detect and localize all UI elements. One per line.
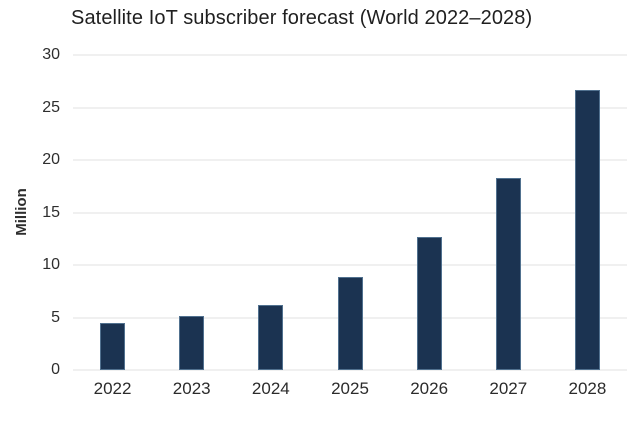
gridline-10 <box>73 264 627 266</box>
bar-2026 <box>416 236 442 370</box>
y-tick-label-10: 10 <box>42 256 60 273</box>
x-tick-label-2025: 2025 <box>331 379 369 398</box>
y-tick-label-25: 25 <box>42 98 60 116</box>
gridline-0 <box>73 369 627 371</box>
bar-2025 <box>337 276 363 370</box>
x-tick-label-2028: 2028 <box>568 379 607 398</box>
bar-2027 <box>495 177 521 370</box>
x-tick-label-2023: 2023 <box>172 379 211 398</box>
bar-2024 <box>258 304 284 370</box>
plot-area <box>73 54 627 371</box>
chart-title: Satellite IoT subscriber forecast (World… <box>71 7 533 29</box>
y-tick-label-15: 15 <box>42 203 60 221</box>
y-tick-label-20: 20 <box>42 151 60 168</box>
bar-2022 <box>100 322 126 370</box>
y-tick-label-30: 30 <box>42 46 60 63</box>
x-tick-label-2027: 2027 <box>489 379 528 398</box>
y-tick-label-0: 0 <box>51 361 60 378</box>
gridline-15 <box>73 211 627 214</box>
gridline-20 <box>73 159 627 161</box>
y-tick-label-5: 5 <box>51 308 60 326</box>
gridline-25 <box>73 106 627 109</box>
x-tick-label-2022: 2022 <box>93 379 132 398</box>
x-tick-label-2024: 2024 <box>251 379 290 398</box>
gridline-30 <box>73 54 627 56</box>
bar-2028 <box>574 89 600 370</box>
x-tick-label-2026: 2026 <box>410 379 449 398</box>
bar-2023 <box>179 316 205 370</box>
